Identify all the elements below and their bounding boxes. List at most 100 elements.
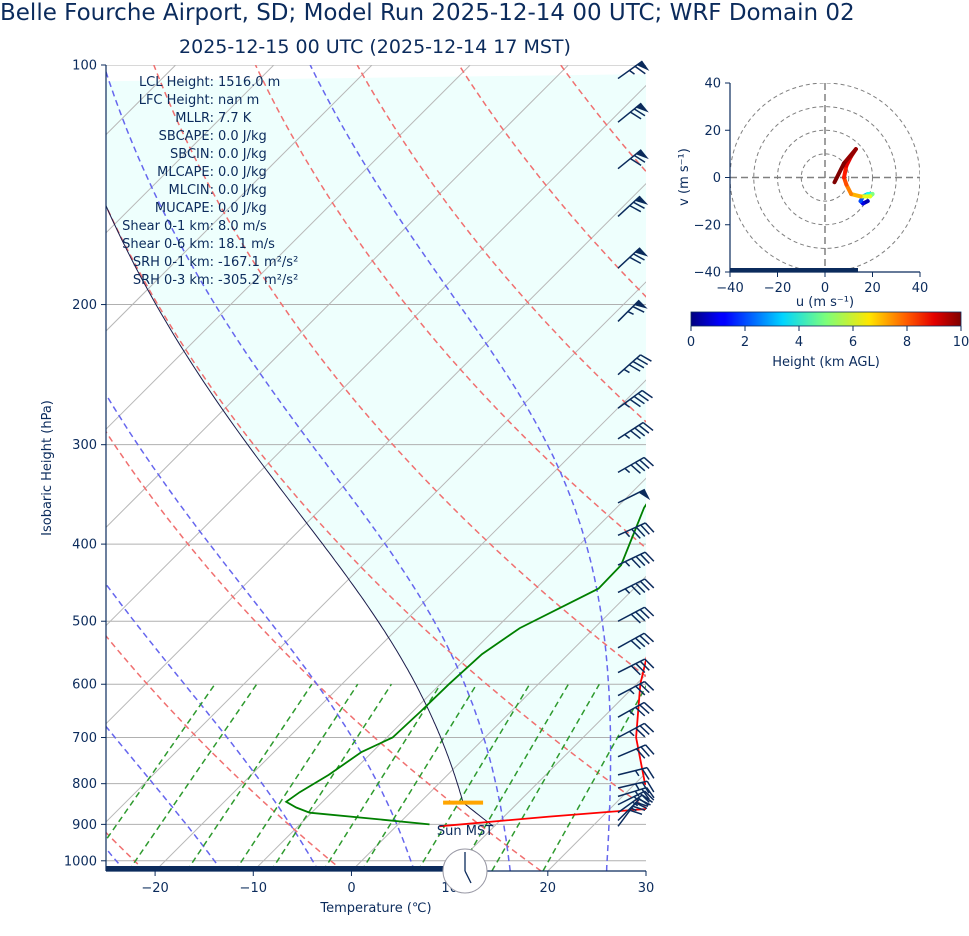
stat-value: 1516.0 m (218, 75, 280, 90)
barb-full (632, 360, 645, 369)
dewpoint-line (284, 503, 646, 826)
barb-full (641, 768, 650, 780)
barb-full (644, 578, 655, 589)
dry-adiabat-line (458, 65, 646, 298)
hodograph-y-label: v (m s⁻¹) (677, 148, 692, 206)
barb-full (635, 727, 646, 738)
cin-shading (106, 74, 646, 827)
barb-full (630, 613, 641, 624)
barb-full (629, 398, 641, 408)
isotherm-line (106, 65, 373, 332)
mixing-ratio-line (186, 683, 313, 871)
stat-value: nan m (218, 93, 259, 108)
barb-full (641, 389, 653, 399)
barb-half (634, 790, 640, 797)
barb-full (641, 781, 650, 794)
y-tick-label: 900 (72, 818, 97, 833)
profile-lines (284, 503, 646, 828)
stat-label: MLLR: (175, 111, 214, 126)
barb-full (629, 809, 643, 815)
barb-full (634, 637, 646, 648)
hodo-y-tick-label: −40 (694, 266, 721, 281)
wind-barb (617, 60, 650, 80)
colorbar-ticks: 0 2 4 6 8 10 (687, 326, 969, 350)
barb-full (644, 658, 655, 669)
stat-label: SBCIN: (170, 147, 214, 162)
barb-full (635, 663, 646, 674)
barb-half (630, 807, 637, 812)
stat-value: 8.0 m/s (218, 219, 267, 234)
barb-half (624, 588, 631, 594)
moist-adiabats (106, 65, 612, 871)
mixing-ratio-line (360, 683, 478, 871)
mixing-ratio-line (127, 683, 258, 871)
wind-barb (617, 102, 649, 123)
barb-full (633, 201, 645, 209)
barb-half (633, 796, 640, 802)
isotherm-line (351, 575, 646, 871)
barb-full (635, 748, 646, 759)
x-tick-label: 20 (540, 881, 557, 896)
barb-half (627, 310, 634, 316)
hodo-y-tick-label: 20 (704, 124, 721, 139)
barb-half (628, 730, 635, 737)
stat-label: SBCAPE: (159, 129, 214, 144)
sun-clock-hand-hour (464, 870, 472, 884)
stat-value: 7.7 K (218, 111, 252, 126)
stat-value: 0.0 J/kg (218, 201, 267, 216)
moist-adiabat-line (106, 393, 416, 871)
wind-barb (617, 522, 655, 539)
isotherm-line (106, 183, 646, 725)
wind-barb (617, 766, 655, 780)
hodo-x-tick-label: −40 (716, 281, 743, 296)
barb-full (635, 582, 646, 593)
barb-full (640, 524, 650, 535)
barb-flag (634, 196, 649, 205)
chart-title: Belle Fourche Airport, SD; Model Run 202… (0, 0, 855, 26)
barb-full (637, 797, 649, 806)
y-tick-label: 300 (72, 438, 97, 453)
barb-shaft (617, 786, 647, 798)
colorbar-tick-label: 2 (741, 335, 749, 350)
hodo-x-tick-label: 0 (821, 281, 829, 296)
hodograph-trace (832, 147, 875, 206)
barb-half (628, 688, 635, 695)
y-tick-label: 100 (72, 59, 97, 74)
mixing-ratio-line (322, 683, 442, 871)
stat-value: 0.0 J/kg (218, 183, 267, 198)
stat-value: -167.1 m²/s² (218, 255, 298, 270)
x-axis-label: Temperature (℃) (319, 901, 431, 916)
barb-full (635, 526, 646, 537)
wind-barb (617, 632, 655, 650)
barb-full (646, 767, 655, 779)
colorbar-tick-label: 10 (953, 335, 969, 350)
barb-half (634, 783, 640, 790)
hodograph-segment (842, 147, 858, 166)
barb-full (630, 430, 641, 440)
barb-full (633, 395, 645, 405)
wind-barb (617, 195, 649, 218)
barb-full (635, 685, 646, 696)
barb-full (641, 788, 650, 800)
hodo-x-tick-label: 40 (912, 281, 929, 296)
barb-full (631, 528, 641, 539)
wind-barb (617, 790, 655, 806)
wind-barb (617, 456, 654, 474)
barb-full (635, 801, 649, 807)
barb-half (634, 770, 640, 777)
stat-label: SRH 0-3 km: (133, 273, 214, 288)
barb-full (631, 558, 641, 569)
barb-flag (638, 489, 651, 501)
wind-barb (617, 680, 655, 697)
barb-full (629, 256, 642, 265)
dry-adiabat-line (866, 65, 969, 871)
barb-half (628, 69, 635, 75)
wind-barb (617, 744, 655, 759)
wind-barb (617, 488, 651, 504)
mixing-ratio-line (542, 684, 646, 871)
colorbar-label: Height (km AGL) (772, 355, 880, 370)
dry-adiabat-line (764, 65, 969, 871)
stat-label: Shear 0-1 km: (122, 219, 214, 234)
barb-full (639, 660, 650, 671)
wind-barb (617, 722, 655, 739)
